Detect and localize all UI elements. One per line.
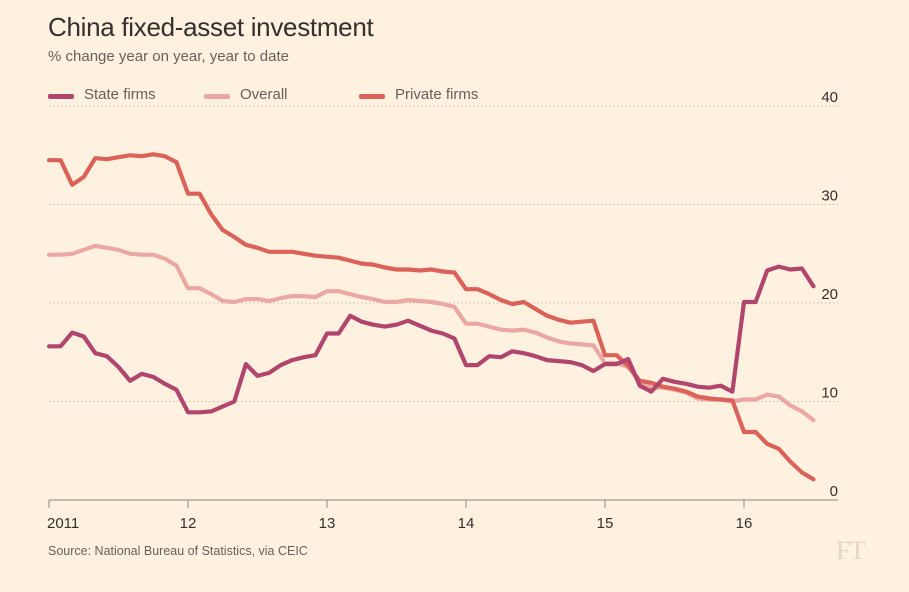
- y-axis-labels: 0 10 20 30 40: [821, 89, 838, 500]
- ft-logo: FT: [836, 536, 865, 565]
- legend-swatch-private-firms: [359, 94, 385, 99]
- y-tick-label-0: 0: [830, 483, 838, 500]
- x-axis-labels: 2011 12 13 14 15 16: [47, 515, 752, 532]
- series-line-state-firms: [46, 264, 816, 415]
- x-tick-label-12: 12: [180, 515, 197, 532]
- chart-subtitle: % change year on year, year to date: [48, 48, 289, 65]
- legend-swatch-overall: [204, 94, 230, 99]
- chart-title: China fixed-asset investment: [48, 12, 374, 42]
- gridlines: [49, 105, 838, 402]
- x-tick-label-13: 13: [319, 515, 336, 532]
- y-tick-label-10: 10: [821, 385, 838, 402]
- source-note: Source: National Bureau of Statistics, v…: [48, 544, 308, 558]
- y-tick-label-40: 40: [821, 89, 838, 106]
- x-tick-label-2011: 2011: [47, 515, 79, 532]
- x-tick-label-15: 15: [597, 515, 614, 532]
- x-axis: [48, 499, 838, 508]
- legend-label-overall: Overall: [240, 86, 288, 103]
- y-tick-label-20: 20: [821, 286, 838, 303]
- series-lines: [46, 152, 816, 482]
- legend-label-state-firms: State firms: [84, 86, 156, 103]
- series-line-private-firms: [46, 152, 816, 482]
- x-tick-label-16: 16: [736, 515, 753, 532]
- legend-swatch-state-firms: [48, 94, 74, 99]
- x-tick-label-14: 14: [458, 515, 475, 532]
- y-tick-label-30: 30: [821, 188, 838, 205]
- legend-label-private-firms: Private firms: [395, 86, 479, 103]
- series-line-overall: [46, 243, 816, 423]
